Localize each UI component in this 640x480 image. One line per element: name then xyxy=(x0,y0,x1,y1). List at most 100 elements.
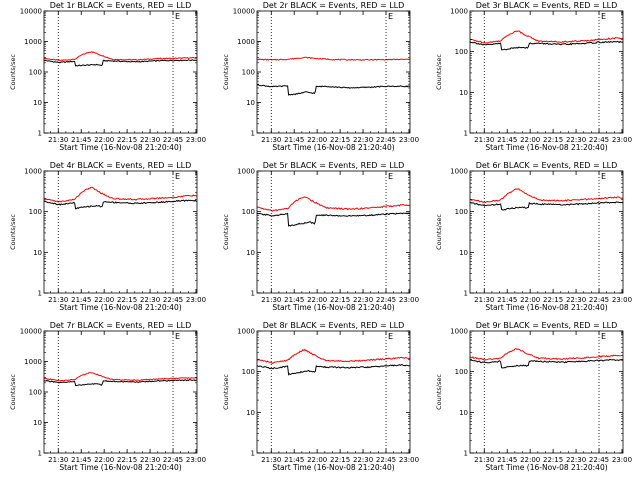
y-tick-label: 100 xyxy=(29,208,42,216)
x-tick-label: 22:00 xyxy=(94,296,114,304)
series-red-line xyxy=(257,348,410,364)
chart-panel-9: Det 9r BLACK = Events, RED = LLD E 1 10 100 1… xyxy=(435,321,632,472)
series-black-line xyxy=(257,212,410,227)
x-tick-label: 23:00 xyxy=(612,296,632,304)
series-black-line xyxy=(44,59,197,67)
x-tick-label: 22:30 xyxy=(353,456,373,464)
x-tick-label: 22:45 xyxy=(589,456,609,464)
x-tick-label: 23:00 xyxy=(186,456,206,464)
y-tick-label: 1 xyxy=(38,450,42,458)
y-tick-label: 100 xyxy=(29,69,42,77)
x-tick-label: 22:15 xyxy=(330,296,350,304)
y-axis-label: Counts/sec xyxy=(9,54,17,90)
y-tick-label: 10 xyxy=(459,249,468,257)
series-group xyxy=(470,348,623,369)
y-tick-label: 10 xyxy=(33,419,42,427)
y-tick-label: 10 xyxy=(33,249,42,257)
x-tick-label: 21:30 xyxy=(48,296,68,304)
series-group xyxy=(44,51,197,67)
x-tick-label: 22:45 xyxy=(163,296,183,304)
y-tick-label: 10 xyxy=(459,409,468,417)
y-axis-label: Counts/sec xyxy=(222,374,230,410)
x-axis-label: Start Time (16-Nov-08 21:20:40) xyxy=(59,463,181,472)
chart-panel-7: Det 7r BLACK = Events, RED = LLD E 1 10 100 1… xyxy=(9,321,206,472)
event-marker-label: E xyxy=(175,332,180,341)
x-tick-label: 21:45 xyxy=(497,456,517,464)
y-tick-label: 10 xyxy=(459,89,468,97)
y-tick-label: 1 xyxy=(464,450,468,458)
x-axis-label: Start Time (16-Nov-08 21:20:40) xyxy=(485,463,607,472)
x-axis-label: Start Time (16-Nov-08 21:20:40) xyxy=(485,303,607,312)
x-tick-label: 21:45 xyxy=(71,136,91,144)
y-tick-label: 10 xyxy=(33,99,42,107)
x-tick-label: 22:15 xyxy=(117,136,137,144)
series-black-line xyxy=(44,199,197,210)
series-group xyxy=(257,348,410,376)
x-tick-label: 22:00 xyxy=(94,136,114,144)
chart-title: Det 4r BLACK = Events, RED = LLD xyxy=(50,161,192,170)
series-group xyxy=(44,186,197,210)
series-red-line xyxy=(44,372,197,382)
chart-panel-8: Det 8r BLACK = Events, RED = LLD E 1 10 100 1… xyxy=(222,321,419,472)
event-marker-label: E xyxy=(388,12,393,21)
series-black-line xyxy=(470,201,623,211)
x-tick-label: 22:30 xyxy=(140,296,160,304)
x-tick-label: 21:30 xyxy=(261,456,281,464)
y-tick-label: 100 xyxy=(29,389,42,397)
x-axis-label: Start Time (16-Nov-08 21:20:40) xyxy=(59,303,181,312)
x-tick-label: 22:30 xyxy=(140,136,160,144)
plot-frame xyxy=(43,330,198,454)
y-axis-label: Counts/sec xyxy=(435,374,443,410)
y-tick-label: 10 xyxy=(246,249,255,257)
series-group xyxy=(470,188,623,211)
chart-title: Det 7r BLACK = Events, RED = LLD xyxy=(50,321,192,330)
x-tick-label: 22:00 xyxy=(307,296,327,304)
event-marker-label: E xyxy=(388,172,393,181)
chart-title: Det 2r BLACK = Events, RED = LLD xyxy=(263,1,405,10)
x-tick-label: 21:45 xyxy=(284,136,304,144)
x-tick-label: 22:30 xyxy=(566,456,586,464)
series-red-line xyxy=(470,348,623,361)
x-tick-label: 21:30 xyxy=(474,296,494,304)
x-tick-label: 21:45 xyxy=(284,296,304,304)
x-tick-label: 23:00 xyxy=(399,296,419,304)
x-tick-label: 21:45 xyxy=(71,456,91,464)
x-tick-label: 23:00 xyxy=(612,456,632,464)
y-tick-label: 100 xyxy=(455,48,468,56)
plot-frame xyxy=(469,170,624,294)
series-red-line xyxy=(470,30,623,44)
y-tick-label: 10 xyxy=(246,409,255,417)
x-tick-label: 22:15 xyxy=(543,456,563,464)
x-tick-label: 23:00 xyxy=(186,296,206,304)
series-black-line xyxy=(470,40,623,51)
series-black-line xyxy=(257,83,410,96)
x-tick-label: 23:00 xyxy=(399,136,419,144)
x-tick-label: 22:30 xyxy=(353,136,373,144)
plot-frame xyxy=(256,330,411,454)
x-tick-label: 22:00 xyxy=(520,136,540,144)
y-tick-label: 1000 xyxy=(237,168,255,176)
y-tick-label: 1000 xyxy=(450,328,468,336)
series-red-line xyxy=(257,196,410,212)
y-tick-label: 1000 xyxy=(24,168,42,176)
event-marker-label: E xyxy=(388,332,393,341)
series-group xyxy=(257,56,410,96)
series-black-line xyxy=(257,364,410,376)
plot-frame xyxy=(256,170,411,294)
y-axis-label: Counts/sec xyxy=(9,214,17,250)
x-tick-label: 22:30 xyxy=(566,296,586,304)
x-tick-label: 22:30 xyxy=(353,296,373,304)
y-tick-label: 1000 xyxy=(237,38,255,46)
y-tick-label: 10 xyxy=(246,99,255,107)
x-tick-label: 21:30 xyxy=(48,456,68,464)
y-tick-label: 10000 xyxy=(233,8,255,16)
x-tick-label: 21:45 xyxy=(497,136,517,144)
event-marker-label: E xyxy=(601,172,606,181)
y-tick-label: 100 xyxy=(242,208,255,216)
series-group xyxy=(257,196,410,227)
x-tick-label: 22:00 xyxy=(520,296,540,304)
x-tick-label: 22:30 xyxy=(566,136,586,144)
series-red-line xyxy=(44,186,197,203)
chart-title: Det 1r BLACK = Events, RED = LLD xyxy=(50,1,192,10)
